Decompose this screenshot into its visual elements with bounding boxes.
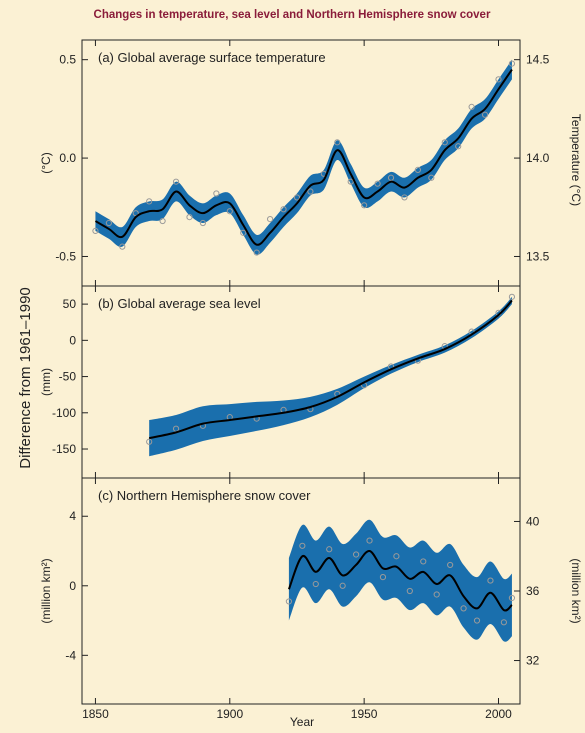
x-axis-label: Year — [290, 715, 314, 729]
shared-y-axis-label: Difference from 1961–1990 — [17, 287, 34, 469]
uncertainty-band — [288, 519, 512, 642]
data-point — [253, 249, 260, 256]
panel-label: (a) Global average surface temperature — [98, 50, 326, 65]
data-point — [508, 60, 516, 67]
data-point — [393, 553, 400, 560]
data-point — [374, 180, 381, 187]
x-tick-label: 2000 — [485, 707, 512, 721]
data-point — [146, 198, 153, 205]
y-tick-label: 50 — [63, 297, 77, 311]
x-tick-label: 1950 — [351, 707, 378, 721]
data-point — [401, 194, 408, 201]
data-point — [508, 293, 516, 300]
panel-y-axis-label: (mm) — [39, 368, 53, 396]
data-point — [352, 551, 360, 558]
panel-y-axis-label: (million km²) — [39, 558, 53, 623]
data-point — [186, 214, 193, 221]
data-point — [366, 537, 373, 544]
panel-label: (c) Northern Hemisphere snow cover — [98, 488, 311, 503]
y-tick-label: 0.0 — [59, 151, 76, 165]
data-point — [387, 174, 395, 181]
panel-y-axis-label: (°C) — [39, 152, 53, 173]
data-point — [226, 208, 233, 215]
data-point — [172, 178, 180, 185]
data-point — [146, 438, 153, 445]
data-point — [347, 178, 354, 185]
data-point — [92, 227, 99, 234]
data-point — [119, 243, 126, 250]
panel-b: -150 -100 -50 0 50 (b) Global average sea lev… — [39, 285, 521, 479]
data-point — [361, 202, 368, 209]
data-point — [326, 546, 333, 553]
y-tick-label: -0.5 — [55, 249, 76, 263]
data-point — [428, 174, 435, 181]
right-y-tick-label: 14.0 — [526, 151, 550, 165]
x-tick-label: 1850 — [82, 707, 109, 721]
data-point — [500, 619, 507, 626]
data-point — [334, 139, 341, 146]
data-point — [379, 573, 387, 581]
data-point — [266, 215, 274, 223]
right-y-tick-label: 13.5 — [526, 249, 550, 263]
y-tick-label: -100 — [52, 406, 76, 420]
data-point — [240, 229, 247, 236]
y-tick-label: 4 — [69, 509, 76, 523]
data-point — [312, 580, 319, 588]
data-point — [468, 103, 475, 111]
smoothed-curve — [287, 550, 513, 612]
data-point — [199, 219, 207, 227]
data-point — [285, 598, 293, 605]
data-point — [105, 219, 112, 227]
data-point — [495, 76, 502, 83]
data-point — [339, 582, 346, 589]
y-tick-label: 0.5 — [59, 53, 76, 67]
data-point — [213, 190, 220, 197]
uncertainty-band — [95, 59, 512, 255]
chart-title: Changes in temperature, sea level and No… — [94, 9, 491, 21]
y-tick-label: -50 — [59, 370, 77, 384]
y-tick-label: 0 — [69, 333, 76, 347]
x-tick-label: 1900 — [216, 707, 243, 721]
panel-label: (b) Global average sea level — [98, 296, 261, 311]
right-y-tick-label: 14.5 — [526, 53, 550, 67]
data-point — [447, 561, 454, 569]
data-point — [420, 558, 427, 565]
panels-group: -0.5 0.0 0.5 13.5 14.0 14.5 (a) Global average… — [39, 39, 583, 721]
data-point — [508, 594, 516, 602]
data-point — [159, 217, 166, 225]
panel-right-y-axis-label: (million km²) — [569, 558, 583, 623]
right-y-tick-label: 36 — [526, 584, 540, 598]
data-point — [487, 577, 494, 584]
y-tick-label: 0 — [69, 579, 76, 593]
panel-right-y-axis-label: Temperature (°C) — [569, 114, 583, 206]
y-tick-label: -150 — [52, 442, 76, 456]
data-point — [293, 194, 301, 201]
panel-c: -4 0 4 32 36 40 (c) Northern Hemisphere snow c… — [39, 477, 583, 705]
data-point — [473, 617, 481, 624]
smoothed-curve — [94, 68, 513, 246]
data-point — [307, 188, 314, 195]
uncertainty-band — [149, 296, 512, 457]
y-tick-label: -4 — [65, 648, 76, 662]
right-y-tick-label: 40 — [526, 514, 540, 528]
data-point — [299, 542, 306, 549]
smoothed-curve — [148, 299, 513, 440]
data-point — [441, 139, 448, 146]
panel-a: -0.5 0.0 0.5 13.5 14.0 14.5 (a) Global average… — [39, 39, 583, 287]
data-point — [481, 111, 489, 118]
data-point — [433, 591, 440, 598]
data-point — [414, 166, 421, 173]
data-point — [280, 206, 287, 213]
data-point — [460, 605, 467, 612]
data-point — [406, 587, 413, 595]
data-point — [455, 143, 462, 150]
right-y-tick-label: 32 — [526, 654, 540, 668]
